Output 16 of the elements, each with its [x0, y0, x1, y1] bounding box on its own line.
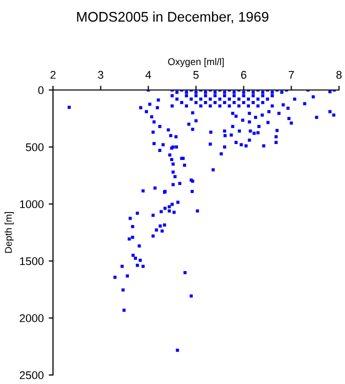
- y-tick-label: 2500: [20, 371, 44, 380]
- x-tick-label: 5: [193, 71, 199, 79]
- y-tick-label: 500: [26, 143, 44, 152]
- x-tick-label: 4: [146, 71, 152, 79]
- y-tick-label: 1000: [20, 200, 44, 208]
- x-tick-label: 6: [241, 70, 246, 79]
- y-tick-label: 2000: [20, 314, 44, 322]
- x-tick-label: 3: [98, 70, 104, 79]
- y-axis-title: Depth [m]: [4, 212, 14, 253]
- x-axis-title: Oxygen [ml/l]: [168, 58, 224, 68]
- x-tick-label: 8: [336, 70, 342, 79]
- y-tick-label: 0: [38, 86, 44, 94]
- chart-title: MODS2005 in December, 1969: [77, 12, 268, 24]
- x-tick-label: 2: [50, 70, 56, 79]
- y-tick-label: 1500: [20, 257, 44, 266]
- x-tick-label: 7: [288, 71, 294, 79]
